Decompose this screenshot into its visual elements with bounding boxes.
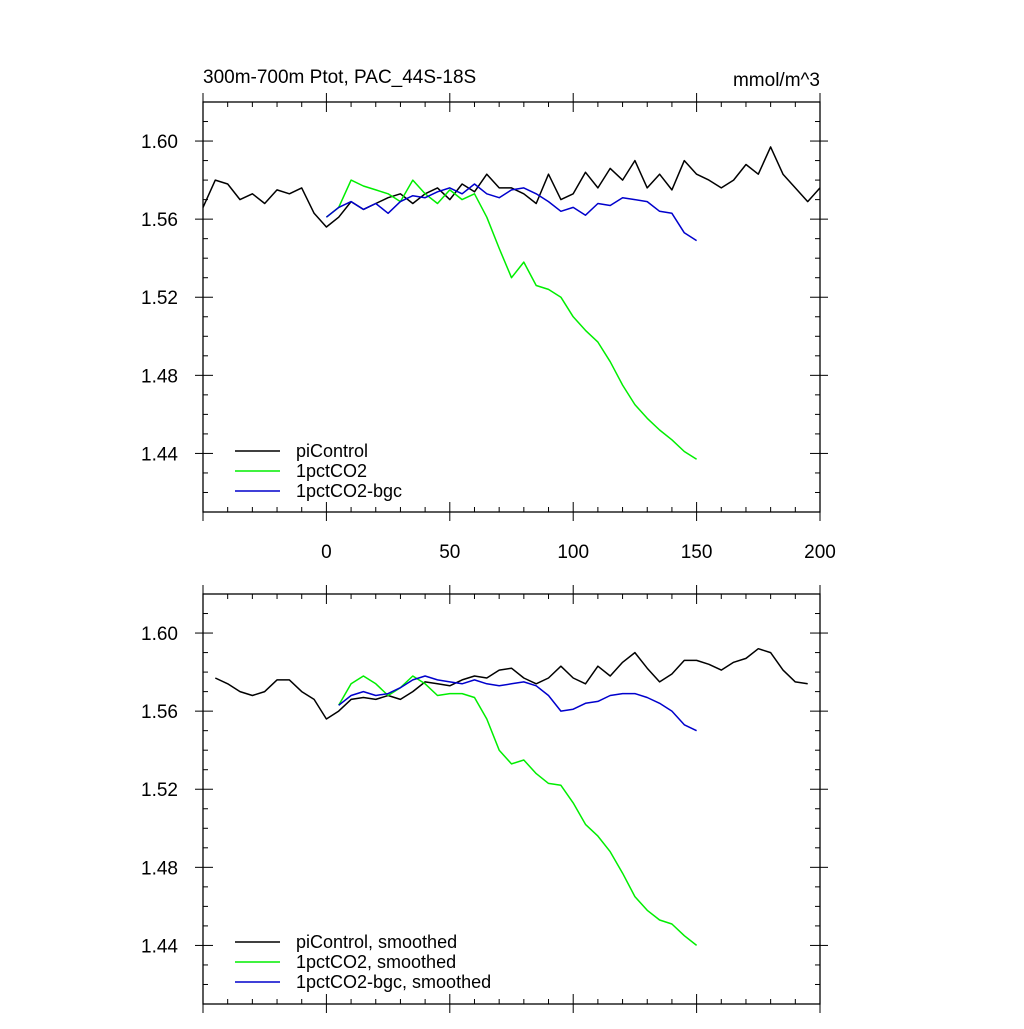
bottom-panel: 1.44 1.48 1.52 1.56 1.60 piControl, smoothed… <box>141 585 828 1013</box>
legend-label: 1pctCO2, smoothed <box>296 952 456 972</box>
x-tick-label: 100 <box>557 542 589 563</box>
y-tick-label: 1.60 <box>141 132 178 153</box>
plot-area-frame <box>202 101 821 513</box>
y-tick-labels: 1.44 1.48 1.52 1.56 1.60 <box>141 132 178 465</box>
x-tick-label: 200 <box>804 542 836 563</box>
series-lines <box>214 647 808 946</box>
legend-label: 1pctCO2-bgc <box>296 481 402 501</box>
x-tick-label: 150 <box>681 542 713 563</box>
axis-ticks <box>195 93 828 521</box>
series-line-1 <box>214 647 808 720</box>
series-line-2 <box>325 179 698 460</box>
units-label: mmol/m^3 <box>733 70 820 91</box>
top-panel: 300m-700m Ptot, PAC_44S-18S mmol/m^3 0 50… <box>141 67 836 563</box>
x-tick-labels: 0 50 100 150 200 <box>321 542 836 563</box>
y-tick-label: 1.48 <box>141 366 178 387</box>
plot-area-frame <box>202 593 821 1005</box>
series-line-3 <box>325 183 698 242</box>
y-tick-label: 1.48 <box>141 858 178 879</box>
y-tick-label: 1.56 <box>141 702 178 723</box>
axis-ticks <box>195 585 828 1013</box>
x-tick-label: 50 <box>439 542 460 563</box>
series-line-1 <box>202 146 821 228</box>
y-tick-label: 1.44 <box>141 936 178 957</box>
y-tick-label: 1.60 <box>141 624 178 645</box>
legend-label: 1pctCO2-bgc, smoothed <box>296 972 491 992</box>
y-tick-labels: 1.44 1.48 1.52 1.56 1.60 <box>141 624 178 957</box>
x-tick-label: 0 <box>321 542 332 563</box>
series-line-2 <box>338 675 698 946</box>
y-tick-label: 1.52 <box>141 780 178 801</box>
y-tick-label: 1.44 <box>141 444 178 465</box>
series-lines <box>202 146 821 460</box>
y-tick-label: 1.56 <box>141 210 178 231</box>
legend-label: piControl <box>296 441 368 461</box>
legend-label: 1pctCO2 <box>296 461 367 481</box>
y-tick-label: 1.52 <box>141 288 178 309</box>
series-line-3 <box>338 675 697 732</box>
legend-label: piControl, smoothed <box>296 932 457 952</box>
chart-title: 300m-700m Ptot, PAC_44S-18S <box>203 67 476 88</box>
